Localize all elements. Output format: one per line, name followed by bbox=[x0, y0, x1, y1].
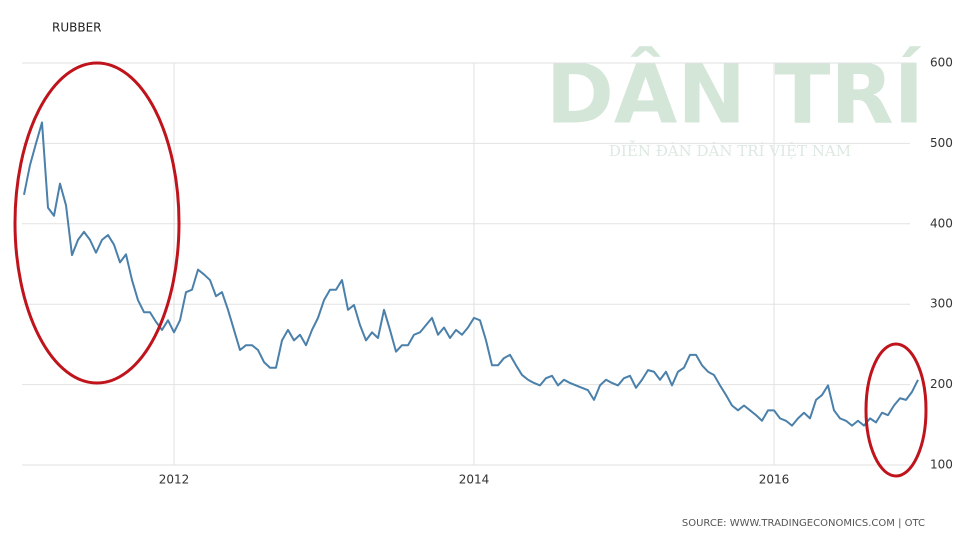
grid bbox=[22, 62, 910, 466]
chart-title: RUBBER bbox=[52, 21, 102, 35]
watermark: DÂN TRÍ bbox=[546, 45, 924, 142]
y-tick-label: 200 bbox=[930, 377, 953, 391]
x-tick-label: 2016 bbox=[759, 473, 790, 487]
y-tick-label: 600 bbox=[930, 56, 953, 70]
x-tick-label: 2012 bbox=[159, 473, 190, 487]
y-tick-label: 500 bbox=[930, 136, 953, 150]
watermark-subtitle: DIỄN ĐÀN DÂN TRÍ VIỆT NAM bbox=[609, 140, 851, 160]
y-tick-label: 400 bbox=[930, 216, 953, 230]
y-tick-label: 300 bbox=[930, 297, 953, 311]
highlight-ellipse bbox=[13, 61, 181, 385]
x-tick-label: 2014 bbox=[459, 473, 490, 487]
y-tick-label: 100 bbox=[930, 458, 953, 472]
price-line bbox=[23, 121, 919, 427]
highlight-ellipse bbox=[864, 342, 928, 478]
source-note: SOURCE: WWW.TRADINGECONOMICS.COM | OTC bbox=[682, 518, 925, 529]
plot bbox=[23, 121, 919, 427]
